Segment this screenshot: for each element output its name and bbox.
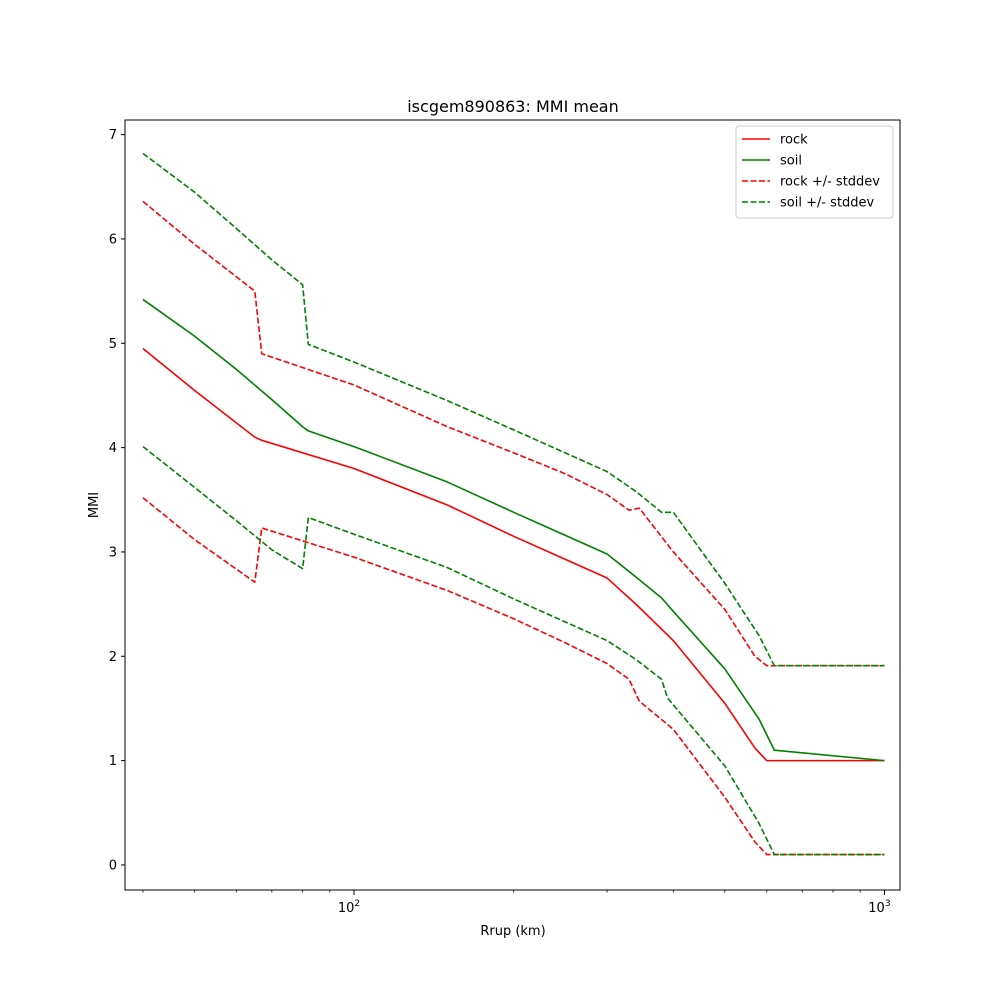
chart-title: iscgem890863: MMI mean <box>407 97 619 116</box>
y-tick-label-4: 4 <box>109 441 117 456</box>
legend: rock soil rock +/- stddev soil +/- stddev <box>735 125 894 219</box>
y-tick-label-3: 3 <box>109 545 117 560</box>
series-line-rock-stddev-2 <box>142 200 885 667</box>
plot-area <box>142 152 885 856</box>
legend-label-rock: rock <box>780 133 808 148</box>
y-tick-label-1: 1 <box>109 754 117 769</box>
y-tick-label-5: 5 <box>109 337 117 352</box>
legend-label-soil-stddev: soil +/- stddev <box>780 196 875 211</box>
series-line-soil-stddev-4 <box>142 152 885 667</box>
series-line-band-5-5 <box>142 445 885 856</box>
y-tick-label-2: 2 <box>109 650 117 665</box>
series-line-soil-1 <box>142 298 885 762</box>
x-axis-label: Rrup (km) <box>480 924 545 939</box>
y-tick-label-7: 7 <box>109 128 117 143</box>
y-tick-label-0: 0 <box>109 858 117 873</box>
series-line-band-3-3 <box>142 497 885 856</box>
y-tick-label-6: 6 <box>109 232 117 247</box>
series-line-rock-0 <box>142 347 885 762</box>
legend-label-soil: soil <box>780 154 802 169</box>
y-axis-label: MMI <box>87 492 102 518</box>
legend-label-rock-stddev: rock +/- stddev <box>780 175 880 190</box>
legend-box <box>735 125 894 219</box>
axes-frame <box>124 119 901 891</box>
